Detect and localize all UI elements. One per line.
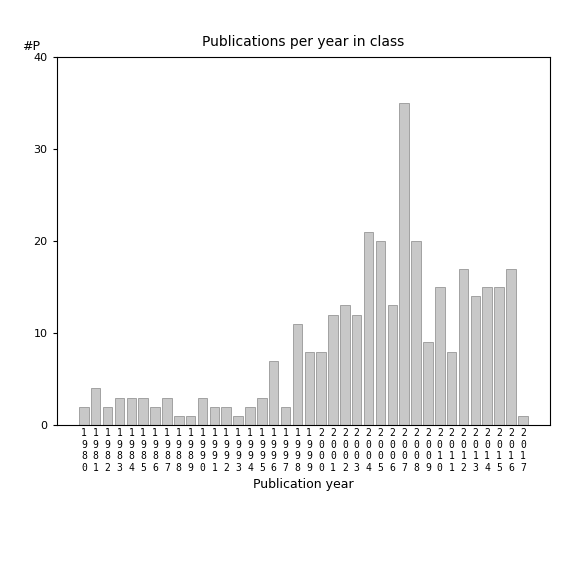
Bar: [471, 296, 480, 425]
Bar: [518, 416, 527, 425]
Bar: [186, 416, 196, 425]
Bar: [257, 397, 266, 425]
Bar: [483, 287, 492, 425]
X-axis label: Publication year: Publication year: [253, 479, 354, 492]
Bar: [126, 397, 136, 425]
Bar: [494, 287, 504, 425]
Bar: [411, 241, 421, 425]
Bar: [435, 287, 445, 425]
Bar: [115, 397, 124, 425]
Bar: [234, 416, 243, 425]
Bar: [352, 315, 362, 425]
Bar: [304, 352, 314, 425]
Bar: [506, 269, 516, 425]
Bar: [340, 306, 350, 425]
Bar: [423, 342, 433, 425]
Bar: [316, 352, 326, 425]
Bar: [79, 407, 88, 425]
Bar: [447, 352, 456, 425]
Bar: [281, 407, 290, 425]
Bar: [162, 397, 172, 425]
Bar: [210, 407, 219, 425]
Text: #P: #P: [22, 40, 40, 53]
Bar: [459, 269, 468, 425]
Bar: [376, 241, 385, 425]
Bar: [222, 407, 231, 425]
Bar: [103, 407, 112, 425]
Bar: [269, 361, 278, 425]
Bar: [364, 232, 373, 425]
Title: Publications per year in class: Publications per year in class: [202, 35, 404, 49]
Bar: [399, 103, 409, 425]
Bar: [245, 407, 255, 425]
Bar: [388, 306, 397, 425]
Bar: [198, 397, 208, 425]
Bar: [174, 416, 184, 425]
Bar: [293, 324, 302, 425]
Bar: [138, 397, 148, 425]
Bar: [150, 407, 160, 425]
Bar: [91, 388, 100, 425]
Bar: [328, 315, 338, 425]
